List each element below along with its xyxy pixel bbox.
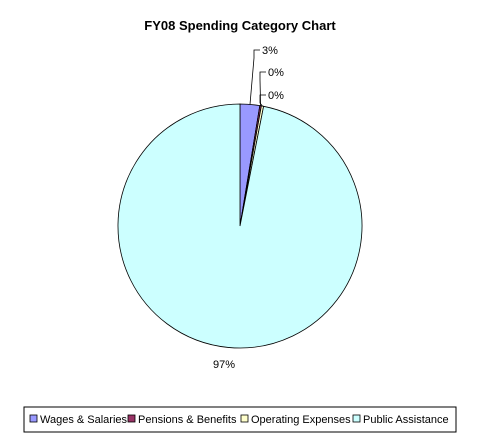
pie-leader-lines <box>249 49 266 107</box>
pie-percentage-labels: 3% 0% 0% 97% <box>213 45 284 371</box>
legend-swatch-wages-and-salaries <box>29 414 38 423</box>
chart-title: FY08 Spending Category Chart <box>144 18 336 33</box>
legend-label-wages-and-salaries: Wages & Salaries <box>40 414 128 426</box>
legend-label-pensions-and-benefits: Pensions & Benefits <box>138 414 237 426</box>
pct-label-operating-expenses: 0% <box>268 90 284 102</box>
legend-swatch-public-assistance <box>352 414 361 423</box>
leader-line-wages-and-salaries <box>249 49 260 105</box>
pct-label-public-assistance: 97% <box>213 359 235 371</box>
legend-item-public-assistance: Public Assistance <box>352 414 449 426</box>
pie-slices <box>117 103 363 349</box>
legend-label-operating-expenses: Operating Expenses <box>251 414 351 426</box>
pie-slice-public-assistance <box>117 103 363 349</box>
legend-box <box>23 406 457 433</box>
legend-label-public-assistance: Public Assistance <box>363 414 449 426</box>
legend-item-pensions-and-benefits: Pensions & Benefits <box>127 414 237 426</box>
leader-line-pensions-and-benefits <box>259 71 266 106</box>
legend-item-operating-expenses: Operating Expenses <box>240 414 351 426</box>
legend: Wages & Salaries Pensions & Benefits Opera… <box>23 406 457 433</box>
pct-label-wages-and-salaries: 3% <box>262 45 278 57</box>
leader-line-operating-expenses <box>259 94 266 107</box>
legend-items: Wages & Salaries Pensions & Benefits Opera… <box>29 414 449 426</box>
pct-label-pensions-and-benefits: 0% <box>268 67 284 79</box>
legend-swatch-pensions-and-benefits <box>127 414 136 423</box>
legend-swatch-operating-expenses <box>240 414 249 423</box>
legend-item-wages-and-salaries: Wages & Salaries <box>29 414 128 426</box>
